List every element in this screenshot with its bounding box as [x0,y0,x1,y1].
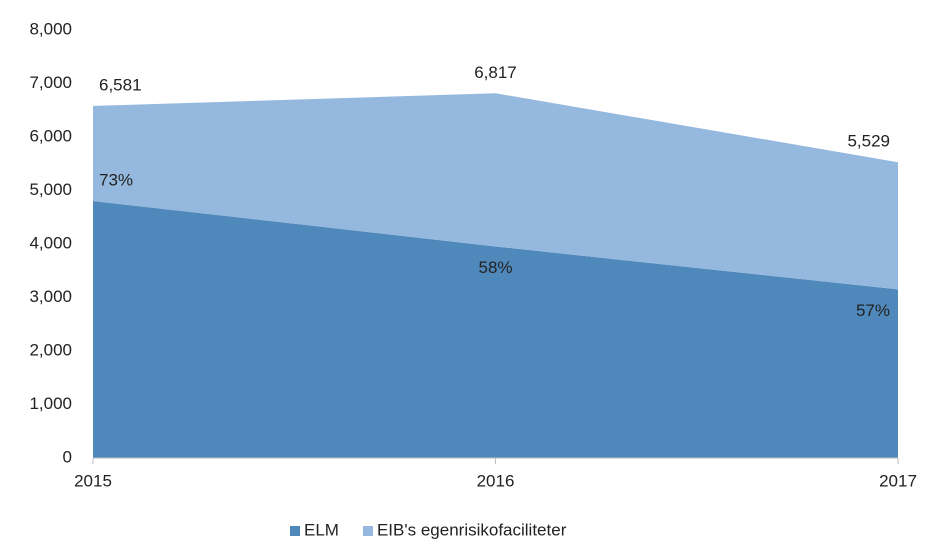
area [93,200,898,458]
total-label: 5,529 [847,132,890,151]
area [93,93,898,290]
y-tick-label: 5,000 [29,180,72,199]
total-label: 6,581 [99,75,142,94]
y-tick-label: 8,000 [29,19,72,38]
y-tick-label: 2,000 [29,340,72,359]
x-tick-label: 2016 [477,471,515,490]
x-tick-label: 2015 [74,471,112,490]
y-tick-label: 1,000 [29,394,72,413]
y-tick-label: 6,000 [29,126,72,145]
legend-swatch [290,526,300,536]
legend-swatch [362,526,373,536]
legend-label: ELM [304,520,339,539]
total-label: 6,817 [474,63,517,82]
y-tick-label: 7,000 [29,73,72,92]
legend-label: EIB's egenrisikofaciliteter [377,520,567,539]
share-label: 73% [99,170,133,189]
y-tick-label: 0 [63,447,72,466]
y-tick-label: 4,000 [29,233,72,252]
y-tick-label: 3,000 [29,287,72,306]
x-tick-label: 2017 [879,471,917,490]
share-label: 57% [856,301,890,320]
share-label: 58% [478,258,512,277]
